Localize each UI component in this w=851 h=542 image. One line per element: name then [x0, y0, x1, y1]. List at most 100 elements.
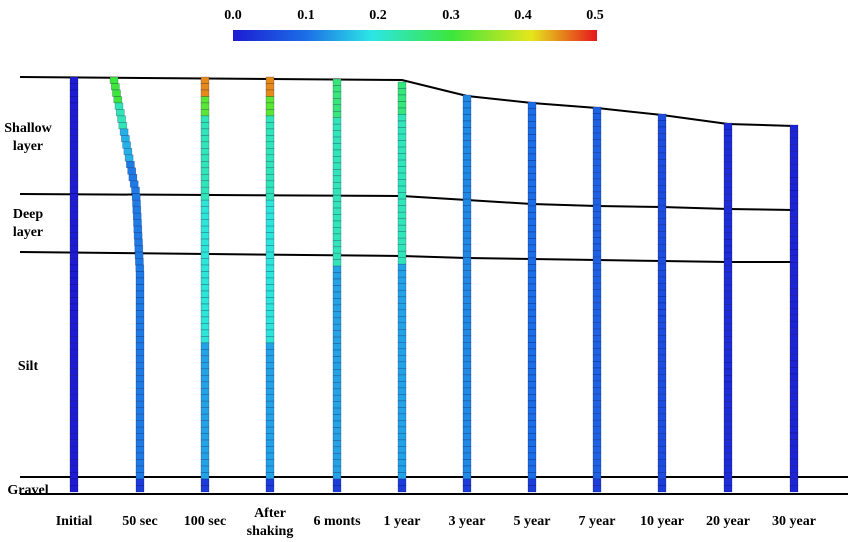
column-cell — [723, 161, 733, 169]
column-cell — [789, 321, 799, 329]
column-cell — [200, 109, 210, 117]
column-cell — [112, 89, 121, 97]
column-cell — [135, 310, 145, 318]
column-cell — [265, 96, 275, 104]
column-cell — [200, 387, 210, 396]
column-label-10-year: 10 year — [640, 514, 684, 529]
column-cell — [527, 446, 537, 454]
column-cell — [592, 445, 602, 454]
column-cell — [462, 335, 472, 343]
column-cell — [723, 478, 733, 486]
silt-label: Silt — [18, 359, 39, 374]
column-cell — [131, 193, 141, 201]
column-cell — [657, 139, 667, 147]
column-cell — [723, 226, 733, 234]
column-cell — [200, 258, 210, 266]
column-cell — [592, 139, 602, 147]
column-cell — [723, 394, 733, 402]
column-cell — [397, 315, 407, 324]
column-cell — [462, 94, 472, 102]
column-cell — [113, 96, 123, 104]
column-cell — [265, 83, 275, 91]
column-cell — [592, 158, 602, 167]
column-cell — [592, 459, 602, 467]
column-cell — [200, 161, 210, 169]
column-cell — [265, 154, 275, 162]
column-cell — [332, 440, 342, 448]
column-cell — [332, 111, 342, 119]
column-cell — [789, 150, 799, 159]
column-cell — [265, 478, 275, 486]
column-cell — [332, 265, 342, 273]
column-cell — [135, 485, 145, 493]
column-cell — [200, 245, 210, 253]
column-cell — [200, 264, 210, 272]
column-cell — [592, 485, 602, 493]
column-cell — [265, 426, 275, 434]
column-cell — [265, 102, 275, 110]
column-cell — [69, 76, 79, 84]
column-cell — [397, 114, 407, 122]
column-cell — [657, 446, 667, 454]
column-cell — [265, 212, 275, 220]
column-cell — [332, 472, 342, 480]
column-labels: Initial 50 sec 100 sec After shaking 6 m… — [56, 506, 816, 539]
column-cell — [527, 394, 537, 402]
column-cell — [332, 130, 342, 138]
column-cell — [723, 129, 733, 137]
column-cell — [332, 91, 342, 99]
column-cell — [332, 317, 342, 325]
column-cell — [265, 355, 275, 363]
column-cell — [592, 413, 602, 421]
column-cell — [332, 194, 342, 202]
column-label-20-year: 20 year — [706, 514, 750, 529]
column-cell — [114, 102, 124, 110]
column-cell — [332, 304, 342, 312]
column-cell — [723, 407, 733, 415]
column-cell — [723, 122, 733, 130]
column-cell — [135, 452, 145, 460]
column-cell — [657, 367, 667, 376]
column-cell — [789, 373, 799, 381]
column-cell — [462, 120, 472, 128]
column-cell — [332, 478, 342, 486]
column-cell — [265, 199, 275, 207]
column-cell — [462, 413, 472, 421]
column-cell — [69, 407, 79, 415]
column-cell — [265, 219, 275, 227]
column-cell — [789, 164, 799, 172]
column-cell — [265, 76, 275, 84]
column-cell — [592, 374, 602, 382]
colorbar-tick-1: 0.1 — [297, 8, 315, 23]
column-cell — [122, 141, 131, 149]
column-label-5-year: 5 year — [514, 514, 551, 529]
column-cell — [265, 284, 275, 292]
column-cell — [265, 439, 275, 447]
column-cell — [789, 236, 799, 244]
column-cell — [69, 167, 79, 175]
column-cell — [265, 407, 275, 415]
column-cell — [723, 271, 733, 279]
column-cell — [723, 336, 733, 344]
column-cell — [332, 143, 342, 151]
column-cell — [462, 270, 472, 278]
column-cell — [527, 485, 537, 493]
column-cell — [657, 309, 667, 317]
column-cell — [462, 159, 472, 167]
column-cell — [527, 329, 537, 337]
column-cell — [397, 140, 407, 148]
column-cell — [135, 394, 145, 402]
column-5 — [397, 81, 407, 493]
column-cell — [200, 459, 210, 467]
column-cell — [789, 465, 799, 473]
column-cell — [397, 348, 407, 356]
column-cell — [200, 225, 210, 233]
column-cell — [69, 212, 79, 220]
column-cell — [789, 295, 799, 303]
column-cell — [332, 272, 342, 280]
column-6 — [462, 94, 472, 493]
column-cell — [69, 115, 79, 123]
column-cell — [200, 329, 210, 337]
column-cell — [462, 198, 472, 206]
